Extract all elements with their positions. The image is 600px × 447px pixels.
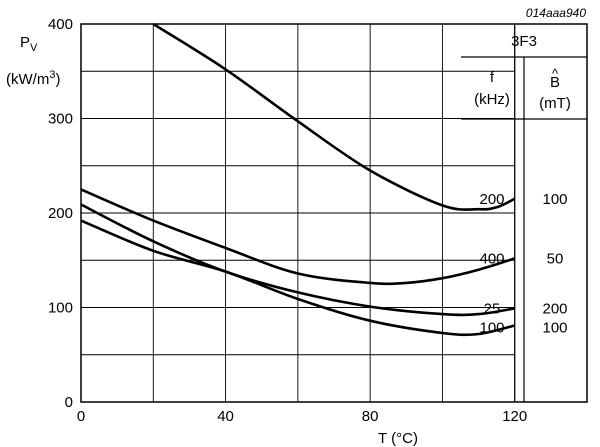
table-col1-header: f xyxy=(490,69,495,86)
table-col2-header: B xyxy=(550,74,560,91)
x-tick-label: 0 xyxy=(77,408,85,425)
table-col1-unit: (kHz) xyxy=(474,91,510,108)
y-tick-label: 200 xyxy=(48,205,73,222)
plot-frame xyxy=(80,23,588,403)
tick-labels: 0 100 200 300 400 0 40 80 120 xyxy=(48,16,527,425)
y-tick-label: 0 xyxy=(65,394,73,411)
x-tick-label: 40 xyxy=(217,408,234,425)
y-tick-label: 300 xyxy=(48,111,73,128)
x-tick-label: 80 xyxy=(362,408,379,425)
series-label-b: 200 xyxy=(542,300,567,317)
table-material: 3F3 xyxy=(511,33,537,50)
y-axis-label-main: PV xyxy=(20,34,38,54)
series-label-f: 100 xyxy=(479,319,504,336)
series-line-400khz xyxy=(80,188,516,286)
y-tick-label: 100 xyxy=(48,300,73,317)
x-axis-label-post: ) xyxy=(413,430,418,447)
table-col2-unit: (mT) xyxy=(539,95,571,112)
x-axis-label: T (°C) xyxy=(378,430,418,447)
x-tick-label: 120 xyxy=(502,408,527,425)
y-axis-label-unit: (kW/m3) xyxy=(6,69,60,88)
series-label-f: 25 xyxy=(484,300,501,317)
figure-id: 014aaa940 xyxy=(526,6,586,20)
series-label-f: 200 xyxy=(479,191,504,208)
series-line-200khz xyxy=(152,22,516,211)
series-label-f: 400 xyxy=(479,250,504,267)
y-axis-symbol: P xyxy=(20,34,30,51)
table-col2-hat: ^ xyxy=(552,66,559,81)
y-axis-unit-post: ) xyxy=(55,71,60,88)
parameter-table: 3F3 f (kHz) ^ B (mT) 200 100 400 50 25 200 100… xyxy=(461,33,587,402)
series-line-100khz xyxy=(80,219,516,337)
y-tick-label: 400 xyxy=(48,16,73,33)
series-line-25khz xyxy=(80,203,515,317)
series-label-b: 50 xyxy=(547,250,564,267)
x-axis-label-unit: °C xyxy=(396,430,413,447)
y-axis-unit-sup: 3 xyxy=(49,69,55,81)
x-axis-label-pre: T ( xyxy=(378,430,396,447)
series-label-b: 100 xyxy=(542,191,567,208)
series-labels: 200 100 400 50 25 200 100 100 xyxy=(479,191,567,337)
series-label-b: 100 xyxy=(542,319,567,336)
grid xyxy=(81,24,516,402)
y-axis-unit-pre: (kW/m xyxy=(6,71,49,88)
y-axis-subscript: V xyxy=(30,42,38,54)
series-lines xyxy=(80,22,516,337)
